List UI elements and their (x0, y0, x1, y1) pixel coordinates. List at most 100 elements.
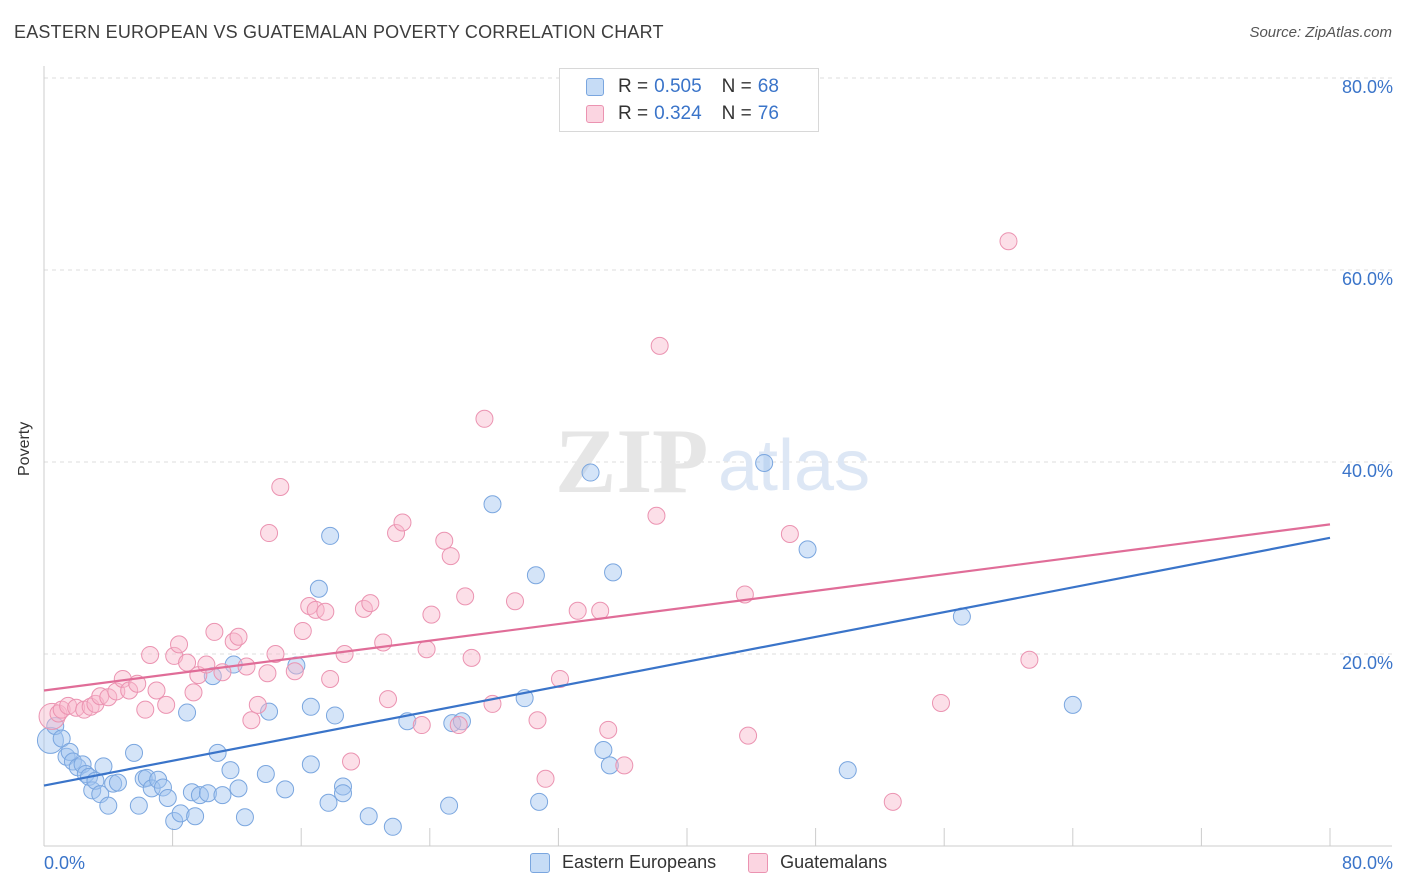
guatemalan-point (157, 695, 176, 714)
guatemalan-point (38, 702, 66, 730)
guatemalan-point (141, 645, 160, 664)
eastern-point (798, 540, 817, 559)
x-tick-label: 0.0% (44, 853, 85, 873)
eastern-point (594, 741, 613, 759)
guatemalan-point (170, 635, 189, 654)
eastern-point (99, 796, 118, 815)
eastern-point (129, 796, 148, 815)
guatemalan-point (462, 648, 481, 667)
guatemalan-point (528, 711, 547, 730)
eastern-point (755, 453, 774, 472)
axes (43, 66, 1392, 847)
eastern-point (359, 807, 378, 826)
stats-legend: R = 0.505 N = 68 R = 0.324 N = 76 (559, 68, 819, 132)
guatemalan-point (271, 477, 290, 496)
guatemalan-point (229, 627, 248, 646)
guatemalan-point (224, 632, 243, 651)
guatemalan-point (285, 662, 304, 681)
r-label: R = (618, 103, 649, 124)
guatemalan-point (258, 664, 277, 683)
guatemalan-point (435, 531, 454, 550)
guatemalan-point (422, 605, 441, 624)
guatemalan-point (335, 645, 354, 663)
eastern-point (301, 755, 320, 774)
eastern-point (530, 792, 549, 811)
guatemalan-point (260, 524, 279, 543)
eastern-point (171, 804, 190, 823)
eastern-point (325, 706, 344, 725)
guatemalan-point (342, 752, 361, 771)
guatemalan-point (931, 693, 950, 712)
eastern-point (153, 778, 172, 797)
eastern-point (333, 777, 352, 796)
r-label: R = (618, 76, 649, 97)
guatemalan-r-value: 0.324 (654, 103, 702, 124)
eastern-point (52, 729, 71, 748)
eastern-point (604, 563, 623, 582)
eastern-legend-swatch (530, 852, 550, 873)
guatemalan-point (536, 769, 555, 788)
guatemalan-point (475, 409, 494, 428)
guatemalan-legend-label: Guatemalans (780, 852, 888, 872)
watermark-zip: ZIP (555, 410, 708, 512)
eastern-point (333, 784, 352, 803)
y-tick-label: 40.0% (1342, 461, 1393, 481)
trend-lines (43, 523, 1331, 787)
guatemalan-point (266, 645, 285, 663)
guatemalan-point (417, 640, 436, 659)
eastern-point (483, 495, 502, 514)
guatemalan-point (237, 657, 256, 676)
guatemalan-trend-line (43, 523, 1331, 692)
gridlines (44, 77, 1392, 655)
eastern-point (256, 765, 275, 783)
eastern-point (383, 817, 402, 836)
guatemalan-point (387, 524, 406, 543)
guatemalan-swatch (586, 105, 604, 123)
eastern-point (1063, 695, 1082, 714)
eastern-point (600, 756, 619, 775)
guatemalan-point (739, 726, 758, 745)
guatemalan-point (248, 695, 267, 714)
guatemalan-point (361, 594, 380, 613)
guatemalan-point (1020, 650, 1039, 669)
eastern-point (221, 761, 240, 780)
guatemalan-point (242, 711, 261, 730)
eastern-point (213, 786, 232, 805)
guatemalan-point (615, 756, 634, 775)
eastern-point (440, 796, 459, 815)
source-note: Source: ZipAtlas.com (1249, 24, 1392, 41)
eastern-point (198, 784, 217, 803)
eastern-point (260, 702, 279, 721)
eastern-legend-label: Eastern Europeans (562, 852, 717, 872)
guatemalan-point (591, 601, 610, 620)
guatemalan-point (647, 506, 666, 525)
x-tick-label: 80.0% (1342, 853, 1393, 873)
guatemalan-point (136, 700, 155, 719)
guatemalan-point (599, 720, 618, 739)
guatemalan-point (505, 592, 524, 611)
guatemalan-point (441, 547, 460, 566)
y-tick-label: 80.0% (1342, 77, 1393, 97)
guatemalan-point (449, 716, 468, 735)
guatemalan-point (650, 336, 669, 355)
guatemalan-point (316, 602, 335, 621)
guatemalan-point (393, 513, 412, 532)
eastern-point (178, 703, 197, 722)
eastern-point (301, 697, 320, 716)
eastern-n-value: 68 (757, 76, 779, 97)
guatemalan-legend-swatch (748, 852, 769, 873)
legend-item-eastern[interactable]: Eastern Europeans (530, 852, 716, 873)
guatemalan-point (412, 716, 431, 735)
eastern-point (321, 526, 340, 545)
guatemalan-point (456, 587, 475, 606)
legend-row-guatemalan: R = 0.324 N = 76 (586, 102, 779, 126)
legend-item-guatemalan[interactable]: Guatemalans (748, 852, 887, 873)
watermark-atlas: atlas (718, 426, 870, 506)
guatemalan-point (293, 621, 312, 640)
eastern-point (235, 808, 254, 827)
eastern-point (309, 579, 328, 598)
eastern-point (581, 463, 600, 482)
eastern-point (108, 773, 127, 792)
guatemalan-point (184, 683, 203, 702)
